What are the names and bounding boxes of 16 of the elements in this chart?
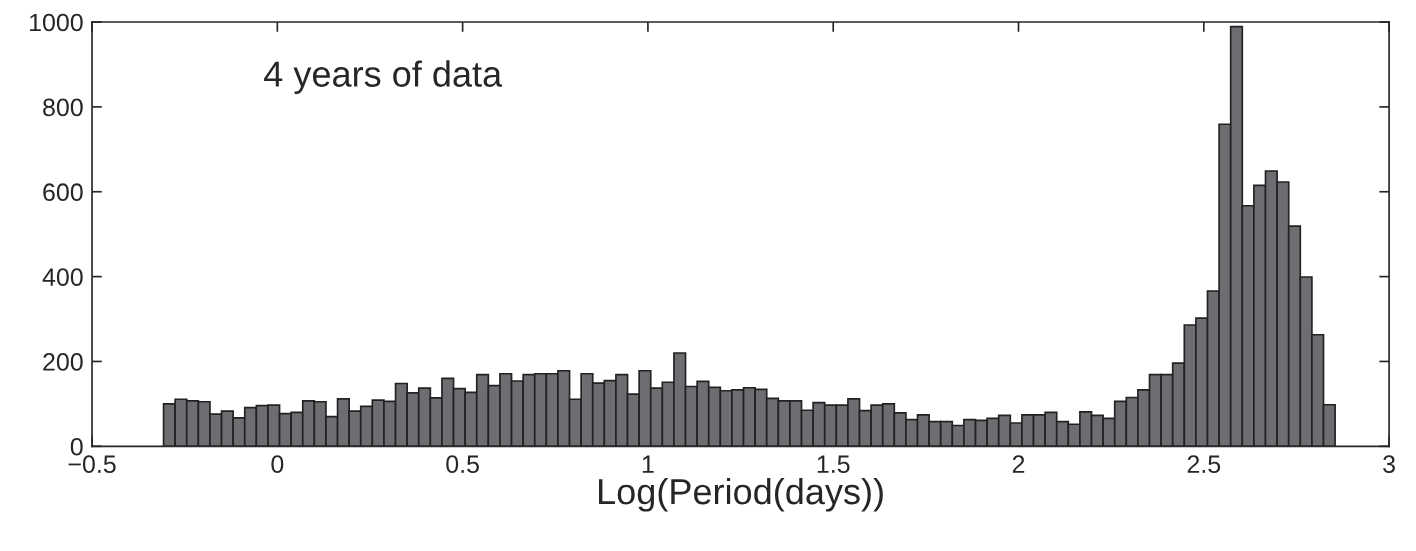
y-tick-label: 800: [43, 98, 83, 117]
y-tick-label: 400: [42, 268, 83, 286]
y-tick-label: 0: [70, 437, 83, 456]
x-axis-title: Log(Period(days)): [599, 477, 883, 512]
x-tick-label: 0.5: [446, 455, 479, 474]
y-tick-label: 200: [43, 353, 83, 371]
x-tick-label: 3: [1383, 455, 1395, 474]
x-tick-label: 0: [271, 455, 284, 474]
x-tick-label: 2: [1012, 455, 1025, 473]
x-tick-label: −0.5: [68, 455, 116, 474]
y-tick-label: 600: [43, 183, 83, 202]
x-tick-label: 1.5: [817, 455, 850, 474]
x-tick-label: 2.5: [1187, 455, 1221, 474]
annotation: 4 years of data: [264, 60, 503, 95]
y-tick-label: 1000: [30, 13, 83, 32]
x-tick-label: 1: [642, 455, 654, 473]
